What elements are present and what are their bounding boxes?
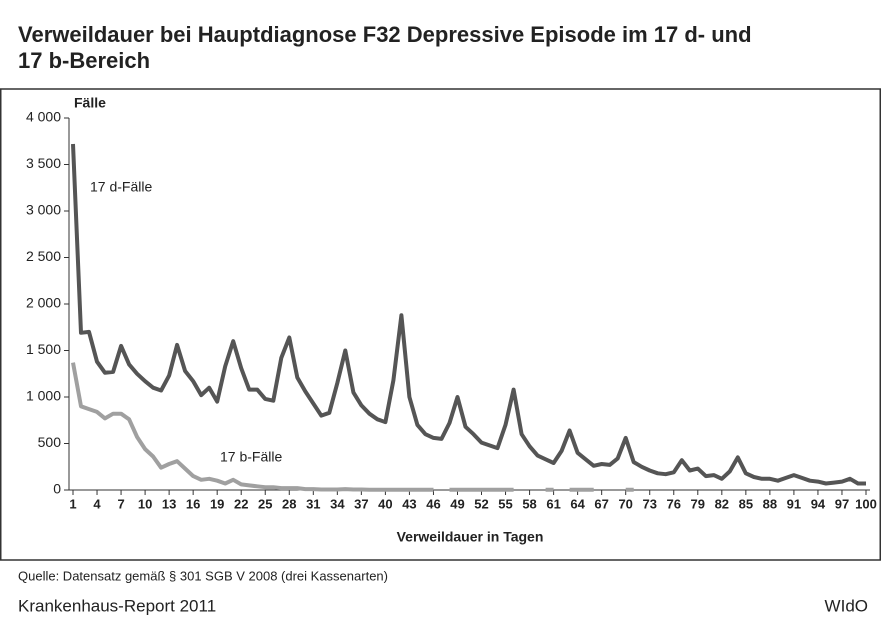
x-tick-label: 34 [330,496,345,511]
x-tick-label: 13 [162,496,176,511]
x-tick-label: 85 [739,496,753,511]
x-tick-label: 19 [210,496,224,511]
y-tick-label: 1 000 [26,388,61,404]
x-tick-label: 70 [618,496,632,511]
x-tick-label: 97 [835,496,849,511]
x-tick-label: 73 [642,496,656,511]
chart-title: Verweildauer bei Hauptdiagnose F32 Depre… [18,22,752,73]
y-tick-label: 500 [38,434,62,450]
x-tick-label: 100 [855,496,877,511]
y-tick-label: 1 500 [26,341,61,357]
footer-left: Krankenhaus-Report 2011 [18,596,216,615]
x-tick-label: 91 [787,496,801,511]
x-tick-label: 46 [426,496,440,511]
y-tick-label: 3 000 [26,202,61,218]
x-tick-label: 40 [378,496,392,511]
y-tick-label: 2 500 [26,248,61,264]
x-tick-label: 10 [138,496,152,511]
y-tick-label: 2 000 [26,295,61,311]
source: Quelle: Datensatz gemäß § 301 SGB V 2008… [18,568,388,583]
x-tick-label: 22 [234,496,248,511]
x-tick-label: 82 [715,496,729,511]
y-axis-label: Fälle [74,95,106,111]
x-tick-label: 76 [667,496,681,511]
x-tick-label: 55 [498,496,512,511]
data-line [71,143,866,486]
x-tick-label: 94 [811,496,826,511]
footer-right: WIdO [825,596,868,615]
y-tick-label: 3 500 [26,155,61,171]
x-tick-label: 37 [354,496,368,511]
x-tick-label: 58 [522,496,536,511]
x-tick-label: 43 [402,496,416,511]
x-tick-label: 52 [474,496,488,511]
x-tick-label: 67 [594,496,608,511]
y-tick-label: 4 000 [26,109,61,125]
x-tick-label: 88 [763,496,777,511]
series-label: 17 d-Fälle [90,179,152,195]
x-tick-label: 16 [186,496,200,511]
series-label: 17 b-Fälle [220,449,282,465]
x-tick-label: 25 [258,496,272,511]
x-tick-label: 49 [450,496,464,511]
y-tick-label: 0 [53,481,61,497]
x-axis-label: Verweildauer in Tagen [397,529,544,545]
x-tick-label: 28 [282,496,296,511]
data-line [71,362,634,492]
x-tick-label: 1 [69,496,76,511]
x-tick-label: 64 [570,496,585,511]
x-tick-label: 79 [691,496,705,511]
x-tick-label: 4 [93,496,101,511]
x-tick-label: 61 [546,496,560,511]
x-tick-label: 7 [117,496,124,511]
x-tick-label: 31 [306,496,320,511]
